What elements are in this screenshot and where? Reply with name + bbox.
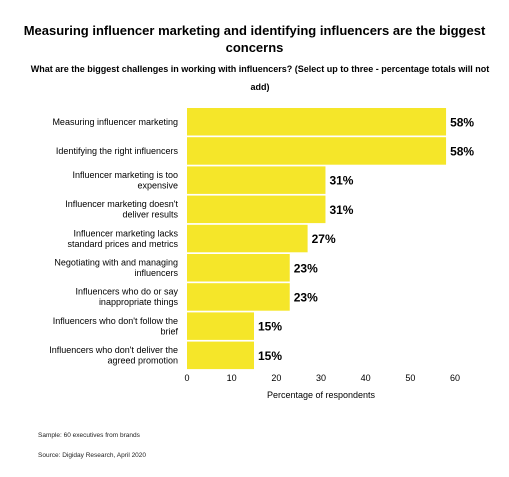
category-label-1-line-1: Measuring influencer marketing <box>52 117 178 127</box>
value-label-6: 23% <box>294 261 318 275</box>
x-tick-20: 20 <box>271 373 281 383</box>
value-label-2: 58% <box>450 144 474 158</box>
category-label-8-line-1: Influencers who don't follow the <box>53 316 178 326</box>
category-label-2-line-1: Identifying the right influencers <box>56 146 179 156</box>
bar-7 <box>187 283 290 311</box>
bar-8 <box>187 312 254 340</box>
category-label-5-line-1: Influencer marketing lacks <box>73 228 178 238</box>
x-tick-40: 40 <box>361 373 371 383</box>
category-label-5-line-2: standard prices and metrics <box>67 239 178 249</box>
category-label-3-line-2: expensive <box>137 180 178 190</box>
value-label-7: 23% <box>294 290 318 304</box>
bar-4 <box>187 195 326 224</box>
value-label-3: 31% <box>329 174 353 188</box>
category-label-7-line-2: inappropriate things <box>99 297 179 307</box>
category-label-9-line-1: Influencers who don't deliver the <box>49 345 178 355</box>
category-label-6-line-1: Negotiating with and managing <box>54 258 178 268</box>
category-label-8-line-2: brief <box>160 326 178 336</box>
bar-2 <box>187 137 447 165</box>
category-label-4-line-2: deliver results <box>122 210 178 220</box>
bar-1 <box>187 108 447 136</box>
chart-subtitle: What are the biggest challenges in worki… <box>30 64 490 92</box>
x-axis-label: Percentage of respondents <box>267 390 376 400</box>
sample-note: Sample: 60 executives from brands <box>38 432 140 439</box>
value-label-9: 15% <box>258 349 282 363</box>
bar-3 <box>187 166 326 194</box>
category-label-3-line-1: Influencer marketing is too <box>72 170 178 180</box>
category-label-9-line-2: agreed promotion <box>107 356 178 366</box>
bar-chart: 58% Measuring influencer marketing 58% Iden… <box>49 108 474 400</box>
x-tick-10: 10 <box>227 373 237 383</box>
category-label-4-line-1: Influencer marketing doesn't <box>65 199 178 209</box>
bar-9 <box>187 341 254 370</box>
x-tick-0: 0 <box>184 373 189 383</box>
value-label-5: 27% <box>312 232 336 246</box>
value-label-8: 15% <box>258 320 282 334</box>
x-tick-60: 60 <box>450 373 460 383</box>
value-label-4: 31% <box>329 203 353 217</box>
category-label-7-line-1: Influencers who do or say <box>75 287 178 297</box>
category-label-6-line-2: influencers <box>134 268 178 278</box>
x-tick-30: 30 <box>316 373 326 383</box>
bar-6 <box>187 254 290 282</box>
bar-5 <box>187 224 308 253</box>
value-label-1: 58% <box>450 115 474 129</box>
chart-title: Measuring influencer marketing and ident… <box>23 23 486 55</box>
x-tick-50: 50 <box>405 373 415 383</box>
source-note: Source: Digiday Research, April 2020 <box>38 452 147 459</box>
